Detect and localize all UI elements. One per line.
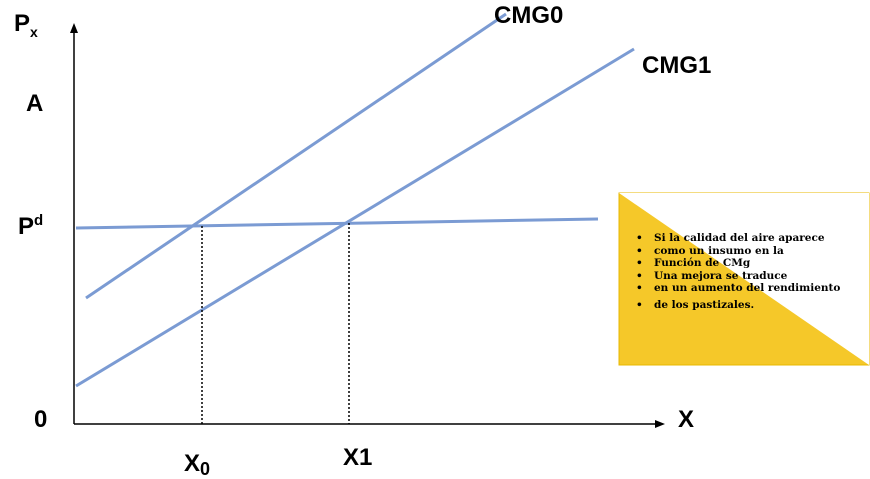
x-mark-x0-main: X	[184, 450, 201, 477]
note-item: Una mejora se traduce	[636, 270, 870, 283]
y-axis-label: Px	[14, 10, 38, 40]
cmg1-label: CMG1	[642, 52, 712, 79]
origin-label: 0	[34, 406, 48, 433]
x-axis-label: X	[678, 406, 695, 433]
pd-price-line	[75, 217, 599, 230]
y-mark-a: A	[26, 90, 44, 117]
y-mark-pd: Pd	[18, 212, 44, 241]
cmg1-line	[75, 47, 635, 388]
x-mark-x0-sub: 0	[200, 459, 211, 479]
y-mark-pd-sup: d	[34, 212, 44, 229]
x-mark-x1: X1	[343, 444, 373, 471]
note-list: Si la calidad del aire aparece como un i…	[636, 232, 870, 311]
note-item: Si la calidad del aire aparece	[636, 232, 870, 245]
y-mark-pd-main: P	[18, 213, 35, 240]
note-item: como un insumo en la	[636, 245, 870, 258]
x-mark-x0: X0	[184, 450, 211, 479]
cmg0-line	[85, 12, 507, 300]
note-item: en un aumento del rendimiento	[636, 282, 870, 295]
note-item: de los pastizales.	[636, 299, 870, 312]
cmg0-label: CMG0	[494, 2, 564, 29]
y-axis-label-main: P	[14, 10, 31, 37]
y-axis-label-sub: x	[30, 24, 38, 40]
note-item: Función de CMg	[636, 257, 870, 270]
